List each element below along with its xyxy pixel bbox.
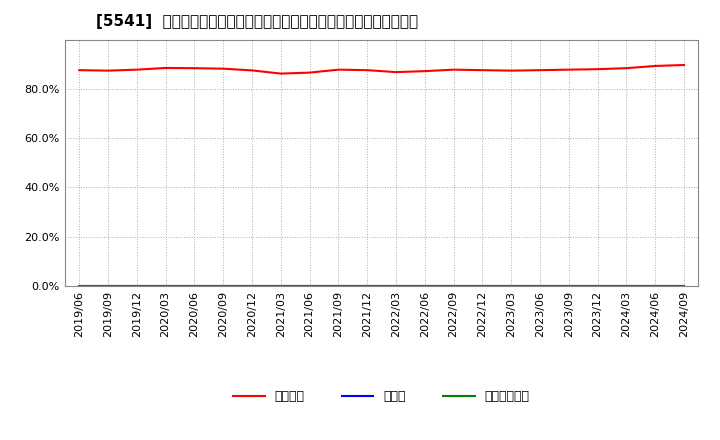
- 自己資本: [392, 70, 400, 75]
- のれん: [248, 283, 256, 289]
- のれん: [449, 283, 458, 289]
- 自己資本: [478, 67, 487, 73]
- 自己資本: [161, 65, 170, 70]
- 繰延税金資産: [420, 283, 429, 289]
- のれん: [536, 283, 544, 289]
- のれん: [161, 283, 170, 289]
- 自己資本: [536, 67, 544, 73]
- 自己資本: [651, 63, 660, 69]
- のれん: [132, 283, 141, 289]
- 繰延税金資産: [478, 283, 487, 289]
- のれん: [190, 283, 199, 289]
- 繰延税金資産: [219, 283, 228, 289]
- 自己資本: [104, 68, 112, 73]
- 自己資本: [363, 67, 372, 73]
- 自己資本: [248, 68, 256, 73]
- のれん: [219, 283, 228, 289]
- のれん: [593, 283, 602, 289]
- Legend: 自己資本, のれん, 繰延税金資産: 自己資本, のれん, 繰延税金資産: [228, 385, 535, 408]
- 自己資本: [593, 66, 602, 72]
- 自己資本: [132, 67, 141, 72]
- のれん: [276, 283, 285, 289]
- 自己資本: [305, 70, 314, 75]
- のれん: [334, 283, 343, 289]
- 繰延税金資産: [593, 283, 602, 289]
- 繰延税金資産: [449, 283, 458, 289]
- 繰延税金資産: [305, 283, 314, 289]
- 繰延税金資産: [132, 283, 141, 289]
- 自己資本: [334, 67, 343, 72]
- のれん: [651, 283, 660, 289]
- Text: [5541]  自己資本、のれん、繰延税金資産の総資産に対する比率の推移: [5541] 自己資本、のれん、繰延税金資産の総資産に対する比率の推移: [96, 14, 418, 29]
- 自己資本: [449, 67, 458, 72]
- のれん: [305, 283, 314, 289]
- 自己資本: [622, 66, 631, 71]
- 自己資本: [680, 62, 688, 68]
- のれん: [478, 283, 487, 289]
- のれん: [104, 283, 112, 289]
- 繰延税金資産: [536, 283, 544, 289]
- 自己資本: [420, 69, 429, 74]
- 繰延税金資産: [75, 283, 84, 289]
- のれん: [680, 283, 688, 289]
- 繰延税金資産: [363, 283, 372, 289]
- Line: 自己資本: 自己資本: [79, 65, 684, 73]
- 繰延税金資産: [507, 283, 516, 289]
- のれん: [564, 283, 573, 289]
- 繰延税金資産: [680, 283, 688, 289]
- 自己資本: [564, 67, 573, 72]
- のれん: [507, 283, 516, 289]
- 繰延税金資産: [161, 283, 170, 289]
- 繰延税金資産: [622, 283, 631, 289]
- 繰延税金資産: [104, 283, 112, 289]
- のれん: [363, 283, 372, 289]
- 自己資本: [75, 67, 84, 73]
- のれん: [420, 283, 429, 289]
- 繰延税金資産: [564, 283, 573, 289]
- 繰延税金資産: [392, 283, 400, 289]
- 繰延税金資産: [248, 283, 256, 289]
- 自己資本: [190, 66, 199, 71]
- 繰延税金資産: [190, 283, 199, 289]
- 繰延税金資産: [276, 283, 285, 289]
- のれん: [75, 283, 84, 289]
- 繰延税金資産: [651, 283, 660, 289]
- 自己資本: [219, 66, 228, 71]
- 繰延税金資産: [334, 283, 343, 289]
- のれん: [622, 283, 631, 289]
- 自己資本: [507, 68, 516, 73]
- 自己資本: [276, 71, 285, 76]
- のれん: [392, 283, 400, 289]
